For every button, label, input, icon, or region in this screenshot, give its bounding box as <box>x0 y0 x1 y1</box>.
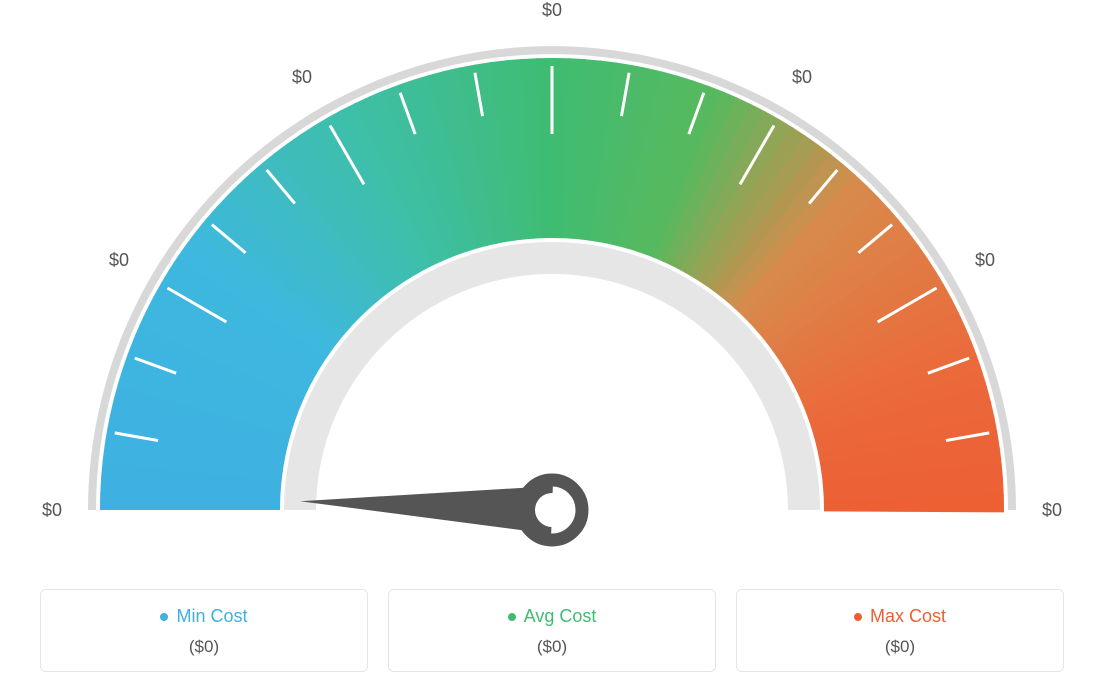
gauge-tick-label: $0 <box>975 250 995 270</box>
gauge-needle-hub-hole <box>535 493 569 527</box>
dot-max <box>854 613 862 621</box>
gauge-tick-label: $0 <box>542 0 562 20</box>
legend-label-text: Max Cost <box>870 606 946 627</box>
legend-label-text: Min Cost <box>176 606 247 627</box>
gauge-tick-label: $0 <box>42 500 62 520</box>
gauge-tick-label: $0 <box>792 67 812 87</box>
legend-value-min: ($0) <box>53 637 355 657</box>
dot-min <box>160 613 168 621</box>
legend-row: Min Cost ($0) Avg Cost ($0) Max Cost ($0… <box>40 589 1064 672</box>
gauge-tick-label: $0 <box>292 67 312 87</box>
legend-card-avg: Avg Cost ($0) <box>388 589 716 672</box>
legend-title-avg: Avg Cost <box>508 606 597 627</box>
legend-card-min: Min Cost ($0) <box>40 589 368 672</box>
dot-avg <box>508 613 516 621</box>
gauge-svg: $0 $0 $0 $0 $0 $0 $0 <box>0 0 1104 560</box>
legend-label-text: Avg Cost <box>524 606 597 627</box>
gauge-needle <box>300 486 553 534</box>
legend-title-max: Max Cost <box>854 606 946 627</box>
gauge-tick-label: $0 <box>109 250 129 270</box>
gauge-tick-label: $0 <box>1042 500 1062 520</box>
legend-title-min: Min Cost <box>160 606 247 627</box>
legend-value-max: ($0) <box>749 637 1051 657</box>
gauge-chart: $0 $0 $0 $0 $0 $0 $0 <box>0 0 1104 560</box>
legend-value-avg: ($0) <box>401 637 703 657</box>
legend-card-max: Max Cost ($0) <box>736 589 1064 672</box>
